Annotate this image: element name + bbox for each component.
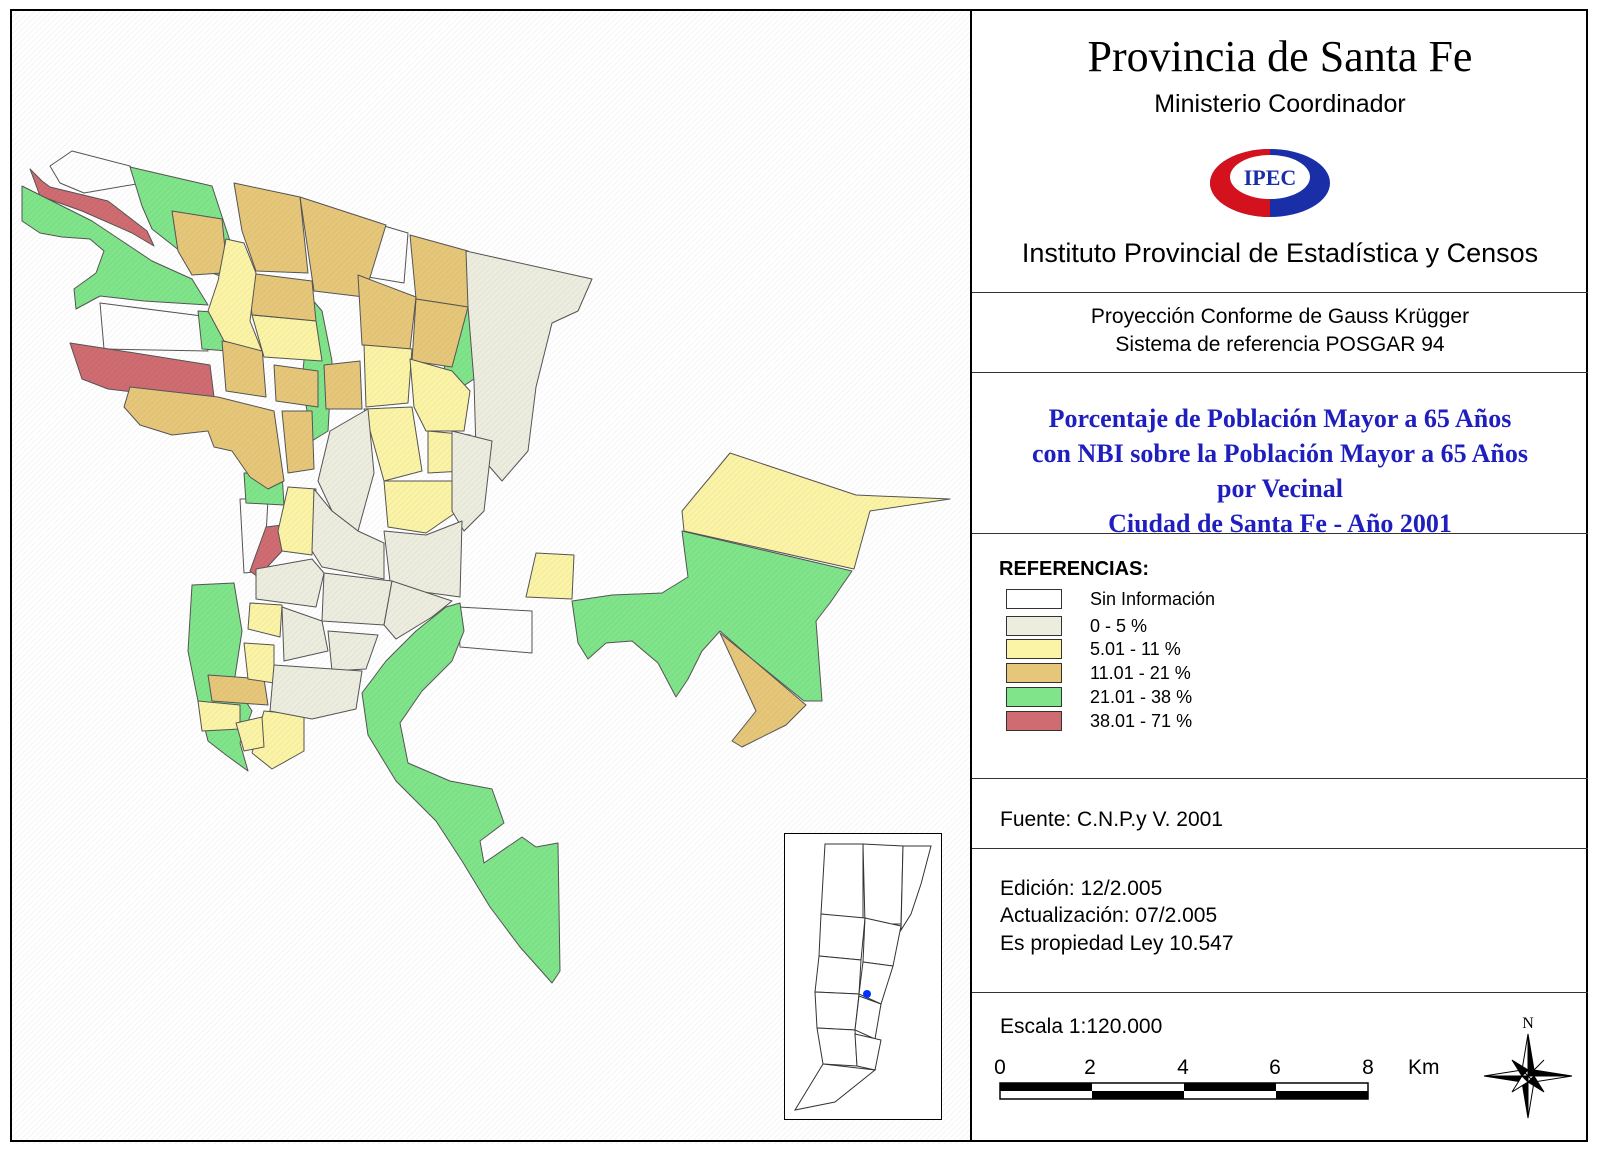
inset-department-north-3 xyxy=(900,845,932,932)
district-yellow-isolated[interactable] xyxy=(525,552,575,600)
district-white-west[interactable] xyxy=(99,302,209,352)
district-north-white[interactable] xyxy=(49,150,143,194)
map-area xyxy=(12,11,972,1144)
district-tan-4[interactable] xyxy=(409,234,469,308)
district-gray-7[interactable] xyxy=(269,664,363,720)
legend-label: 5.01 - 11 % xyxy=(1090,639,1181,659)
district-yellow-11[interactable] xyxy=(197,700,241,732)
separator xyxy=(972,533,1588,534)
district-tan-7[interactable] xyxy=(247,272,317,322)
separator xyxy=(972,992,1588,993)
legend-label: 0 - 5 % xyxy=(1090,616,1148,636)
inset-department-south-5 xyxy=(793,1063,877,1111)
separator xyxy=(972,848,1588,849)
scale-tick-0: 0 xyxy=(994,1056,1006,1079)
district-white-east[interactable] xyxy=(457,606,533,654)
inset-department-south-3 xyxy=(816,1027,858,1067)
legend-panel: Provincia de Santa Fe Ministerio Coordin… xyxy=(970,11,1588,1140)
legend-swatch-5-11 xyxy=(1006,639,1062,659)
locator-inset-map xyxy=(784,833,942,1120)
district-tan-5[interactable] xyxy=(357,274,417,350)
projection-line-1: Proyección Conforme de Gauss Krügger xyxy=(1090,305,1470,328)
scale-tick-2: 2 xyxy=(1084,1056,1096,1079)
north-arrow-icon: N xyxy=(1483,1015,1573,1119)
district-green-island[interactable] xyxy=(361,602,561,984)
legend-swatch-no-info xyxy=(1006,589,1062,609)
separator xyxy=(972,778,1588,779)
scale-label: Escala 1:120.000 xyxy=(1000,1015,1163,1038)
district-tan-12[interactable] xyxy=(281,410,315,474)
district-tan-11[interactable] xyxy=(123,386,285,490)
inset-department-south-2 xyxy=(854,995,882,1040)
copyright-law: Es propiedad Ley 10.547 xyxy=(1000,932,1234,955)
province-outline xyxy=(793,843,932,1111)
district-gray-3[interactable] xyxy=(321,572,393,626)
inset-location-marker xyxy=(863,990,871,998)
institute-name: Instituto Provincial de Estadística y Ce… xyxy=(1021,238,1539,268)
district-yellow-10[interactable] xyxy=(243,642,275,684)
ministry-subtitle: Ministerio Coordinador xyxy=(1154,90,1406,118)
ipec-logo: IPEC xyxy=(1210,149,1330,217)
district-gray-6[interactable] xyxy=(327,630,379,672)
inset-department-south-4 xyxy=(854,1033,882,1071)
scale-tick-4: 4 xyxy=(1177,1056,1189,1079)
scale-tick-8: 8 xyxy=(1362,1056,1374,1079)
legend-swatch-21-38 xyxy=(1006,687,1062,707)
update-date: Actualización: 07/2.005 xyxy=(1000,904,1218,927)
thematic-title-line-1: Porcentaje de Población Mayor a 65 Años xyxy=(1048,404,1512,433)
scale-unit: Km xyxy=(1408,1056,1440,1079)
legend-swatch-11-21 xyxy=(1006,663,1062,683)
inset-department-mid-3 xyxy=(814,955,862,995)
district-gray-5[interactable] xyxy=(281,606,329,662)
district-gray-centre-2[interactable] xyxy=(451,430,493,532)
legend-heading: REFERENCIAS: xyxy=(999,558,1150,580)
map-frame: Provincia de Santa Fe Ministerio Coordin… xyxy=(10,9,1588,1144)
thematic-title-line-2: con NBI sobre la Población Mayor a 65 Añ… xyxy=(1032,439,1528,468)
district-yellow-9[interactable] xyxy=(247,602,283,638)
scale-tick-6: 6 xyxy=(1269,1056,1281,1079)
inset-department-mid-1 xyxy=(818,913,866,961)
inset-department-south-1 xyxy=(814,991,860,1031)
inset-department-north-1 xyxy=(820,843,864,920)
district-tan-10[interactable] xyxy=(323,360,363,410)
legend-label: 11.01 - 21 % xyxy=(1090,663,1191,683)
ipec-logo-text: IPEC xyxy=(1244,165,1297,190)
legend-swatch-38-71 xyxy=(1006,711,1062,731)
inset-department-mid-2 xyxy=(862,917,902,967)
source-text: Fuente: C.N.P.y V. 2001 xyxy=(1000,808,1223,831)
separator xyxy=(972,372,1588,373)
thematic-title: Porcentaje de Población Mayor a 65 Años … xyxy=(972,401,1588,541)
district-tan-1[interactable] xyxy=(171,210,227,276)
thematic-title-line-4: Ciudad de Santa Fe - Año 2001 xyxy=(1108,509,1452,538)
district-tan-9[interactable] xyxy=(273,364,319,408)
legend-label: Sin Información xyxy=(1090,589,1216,609)
legend-label: 38.01 - 71 % xyxy=(1090,711,1193,731)
north-label: N xyxy=(1522,1015,1534,1032)
edition-date: Edición: 12/2.005 xyxy=(1000,877,1163,900)
inset-department-north-2 xyxy=(862,843,904,925)
district-yellow-7[interactable] xyxy=(383,480,459,534)
map-title: Provincia de Santa Fe xyxy=(1087,32,1473,81)
thematic-title-line-3: por Vecinal xyxy=(1217,474,1343,503)
separator xyxy=(972,292,1588,293)
legend-swatch-0-5 xyxy=(1006,616,1062,636)
projection-line-2: Sistema de referencia POSGAR 94 xyxy=(1115,333,1445,356)
legend-label: 21.01 - 38 % xyxy=(1090,687,1193,707)
district-yellow-3[interactable] xyxy=(363,344,413,408)
